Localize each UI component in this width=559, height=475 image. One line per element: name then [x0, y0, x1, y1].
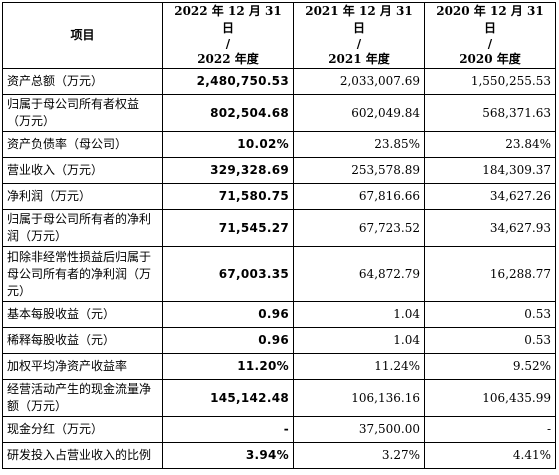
value-2021: 106,136.16 — [293, 379, 425, 417]
table-header-row: 项目 2022 年 12 月 31 日 / 2022 年度 2021 年 12 … — [2, 2, 556, 69]
value-2021: 67,723.52 — [293, 209, 425, 247]
row-label: 加权平均净资产收益率 — [2, 353, 163, 380]
header-2022-date: 2022 年 12 月 31 日 — [174, 4, 282, 35]
table-row: 加权平均净资产收益率 11.20% 11.24% 9.52% — [2, 353, 556, 380]
row-label: 基本每股收益（元） — [2, 301, 163, 328]
header-2022: 2022 年 12 月 31 日 / 2022 年度 — [162, 2, 294, 69]
table-row: 营业收入（万元） 329,328.69 253,578.89 184,309.3… — [2, 157, 556, 184]
value-2021: 11.24% — [293, 353, 425, 380]
value-2020: 1,550,255.53 — [424, 68, 556, 95]
table-row: 稀释每股收益（元） 0.96 1.04 0.53 — [2, 327, 556, 354]
value-2022: 10.02% — [162, 131, 294, 158]
value-2020: 23.84% — [424, 131, 556, 158]
value-2021: 253,578.89 — [293, 157, 425, 184]
row-label: 资产总额（万元） — [2, 68, 163, 95]
header-2020-slash: / — [487, 37, 493, 51]
value-2022: 0.96 — [162, 301, 294, 328]
value-2021: 23.85% — [293, 131, 425, 158]
row-label: 研发投入占营业收入的比例 — [2, 442, 163, 469]
value-2021: 67,816.66 — [293, 183, 425, 210]
value-2020: 568,371.63 — [424, 94, 556, 132]
value-2022: 0.96 — [162, 327, 294, 354]
value-2020: 4.41% — [424, 442, 556, 469]
row-label: 营业收入（万元） — [2, 157, 163, 184]
header-2021-date: 2021 年 12 月 31 日 — [305, 4, 413, 35]
row-label: 稀释每股收益（元） — [2, 327, 163, 354]
table-row: 扣除非经常性损益后归属于母公司所有者的净利润（万元） 67,003.35 64,… — [2, 246, 556, 302]
table-row: 基本每股收益（元） 0.96 1.04 0.53 — [2, 301, 556, 328]
value-2022: 67,003.35 — [162, 246, 294, 302]
table-row: 资产总额（万元） 2,480,750.53 2,033,007.69 1,550… — [2, 68, 556, 95]
value-2020: 34,627.26 — [424, 183, 556, 210]
value-2022: 802,504.68 — [162, 94, 294, 132]
table-row: 资产负债率（母公司） 10.02% 23.85% 23.84% — [2, 131, 556, 158]
value-2020: 106,435.99 — [424, 379, 556, 417]
value-2022: 2,480,750.53 — [162, 68, 294, 95]
table-row: 归属于母公司所有者的净利润（万元） 71,545.27 67,723.52 34… — [2, 209, 556, 247]
value-2022: 329,328.69 — [162, 157, 294, 184]
header-2020-year: 2020 年度 — [459, 52, 521, 66]
header-2020: 2020 年 12 月 31 日 / 2020 年度 — [424, 2, 556, 69]
value-2020: 0.53 — [424, 301, 556, 328]
value-2020: 9.52% — [424, 353, 556, 380]
table-row: 研发投入占营业收入的比例 3.94% 3.27% 4.41% — [2, 442, 556, 469]
row-label: 资产负债率（母公司） — [2, 131, 163, 158]
header-2021-year: 2021 年度 — [328, 52, 390, 66]
table-row: 净利润（万元） 71,580.75 67,816.66 34,627.26 — [2, 183, 556, 210]
value-2021: 3.27% — [293, 442, 425, 469]
row-label: 现金分红（万元） — [2, 416, 163, 443]
value-2020: - — [424, 416, 556, 443]
header-2022-slash: / — [225, 37, 231, 51]
header-2021: 2021 年 12 月 31 日 / 2021 年度 — [293, 2, 425, 69]
value-2020: 16,288.77 — [424, 246, 556, 302]
row-label: 扣除非经常性损益后归属于母公司所有者的净利润（万元） — [2, 246, 163, 302]
financial-summary-table: 项目 2022 年 12 月 31 日 / 2022 年度 2021 年 12 … — [2, 2, 556, 469]
header-item: 项目 — [2, 2, 163, 69]
value-2021: 37,500.00 — [293, 416, 425, 443]
value-2020: 34,627.93 — [424, 209, 556, 247]
value-2021: 2,033,007.69 — [293, 68, 425, 95]
value-2022: 3.94% — [162, 442, 294, 469]
row-label: 净利润（万元） — [2, 183, 163, 210]
row-label: 归属于母公司所有者权益（万元） — [2, 94, 163, 132]
row-label: 归属于母公司所有者的净利润（万元） — [2, 209, 163, 247]
value-2021: 1.04 — [293, 327, 425, 354]
value-2022: 71,545.27 — [162, 209, 294, 247]
row-label: 经营活动产生的现金流量净额（万元） — [2, 379, 163, 417]
header-2022-year: 2022 年度 — [197, 52, 259, 66]
table-row: 现金分红（万元） - 37,500.00 - — [2, 416, 556, 443]
table-row: 归属于母公司所有者权益（万元） 802,504.68 602,049.84 56… — [2, 94, 556, 132]
value-2022: - — [162, 416, 294, 443]
value-2022: 71,580.75 — [162, 183, 294, 210]
value-2021: 64,872.79 — [293, 246, 425, 302]
table-row: 经营活动产生的现金流量净额（万元） 145,142.48 106,136.16 … — [2, 379, 556, 417]
value-2022: 11.20% — [162, 353, 294, 380]
value-2021: 1.04 — [293, 301, 425, 328]
value-2022: 145,142.48 — [162, 379, 294, 417]
value-2020: 184,309.37 — [424, 157, 556, 184]
header-2020-date: 2020 年 12 月 31 日 — [436, 4, 544, 35]
value-2021: 602,049.84 — [293, 94, 425, 132]
value-2020: 0.53 — [424, 327, 556, 354]
header-2021-slash: / — [356, 37, 362, 51]
